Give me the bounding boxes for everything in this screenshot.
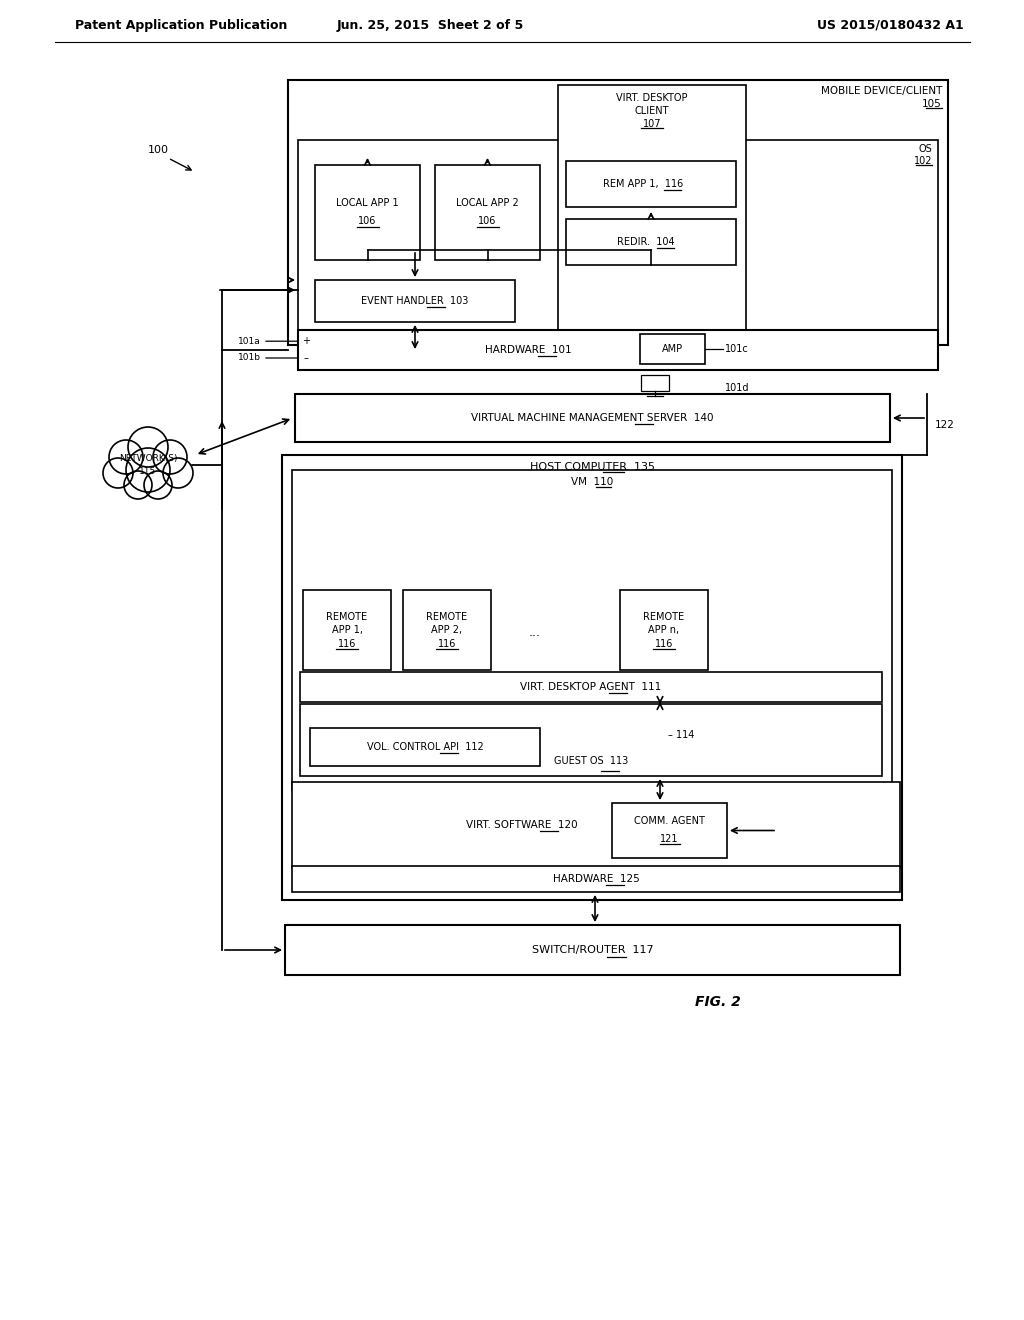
Text: OS: OS xyxy=(919,144,932,154)
Circle shape xyxy=(144,471,172,499)
Text: ...: ... xyxy=(529,626,541,639)
Bar xyxy=(288,81,948,345)
Bar xyxy=(300,704,882,776)
Text: HARDWARE  125: HARDWARE 125 xyxy=(553,874,639,884)
Bar xyxy=(292,781,900,869)
Text: 105: 105 xyxy=(923,99,942,110)
Bar xyxy=(435,165,540,260)
Bar xyxy=(310,729,540,766)
Bar xyxy=(620,590,708,671)
Text: 101c: 101c xyxy=(725,345,749,354)
Text: HARDWARE  101: HARDWARE 101 xyxy=(484,345,571,355)
Bar xyxy=(298,330,938,370)
Text: APP 2,: APP 2, xyxy=(431,624,463,635)
Circle shape xyxy=(126,447,170,492)
Bar xyxy=(292,866,900,892)
Text: – 114: – 114 xyxy=(668,730,694,741)
Text: 100: 100 xyxy=(148,145,169,154)
Circle shape xyxy=(109,440,143,474)
Text: VIRT. SOFTWARE  120: VIRT. SOFTWARE 120 xyxy=(466,820,578,830)
Text: VM  110: VM 110 xyxy=(570,477,613,487)
Text: APP 1,: APP 1, xyxy=(332,624,362,635)
Text: REDIR.  104: REDIR. 104 xyxy=(617,238,675,247)
Text: 102: 102 xyxy=(913,156,932,166)
Text: 101a: 101a xyxy=(239,337,261,346)
Text: +: + xyxy=(302,337,310,346)
Bar xyxy=(315,280,515,322)
Text: 106: 106 xyxy=(478,216,497,227)
Text: EVENT HANDLER  103: EVENT HANDLER 103 xyxy=(361,296,469,306)
Text: 116: 116 xyxy=(654,639,673,649)
Text: SWITCH/ROUTER  117: SWITCH/ROUTER 117 xyxy=(531,945,653,954)
Text: 115: 115 xyxy=(139,467,157,477)
Bar xyxy=(295,393,890,442)
Text: 116: 116 xyxy=(338,639,356,649)
Text: VOL. CONTROL API  112: VOL. CONTROL API 112 xyxy=(367,742,483,752)
Text: VIRT. DESKTOP: VIRT. DESKTOP xyxy=(616,92,688,103)
Text: Patent Application Publication: Patent Application Publication xyxy=(75,18,288,32)
Text: 122: 122 xyxy=(935,420,954,429)
Bar xyxy=(566,161,736,207)
Bar xyxy=(315,165,420,260)
Text: LOCAL APP 2: LOCAL APP 2 xyxy=(456,198,519,209)
Text: MOBILE DEVICE/CLIENT: MOBILE DEVICE/CLIENT xyxy=(820,86,942,96)
Text: REMOTE: REMOTE xyxy=(643,612,685,622)
Text: Jun. 25, 2015  Sheet 2 of 5: Jun. 25, 2015 Sheet 2 of 5 xyxy=(336,18,523,32)
Bar xyxy=(612,803,727,858)
Bar xyxy=(640,334,705,364)
Circle shape xyxy=(103,458,133,488)
Circle shape xyxy=(153,440,187,474)
Bar xyxy=(403,590,490,671)
Text: 116: 116 xyxy=(438,639,456,649)
Circle shape xyxy=(124,471,152,499)
Bar xyxy=(292,470,892,789)
Text: 101b: 101b xyxy=(238,354,261,363)
Text: FIG. 2: FIG. 2 xyxy=(695,995,740,1008)
Circle shape xyxy=(163,458,193,488)
Circle shape xyxy=(128,426,168,467)
Text: CLIENT: CLIENT xyxy=(635,106,670,116)
Bar xyxy=(566,219,736,265)
Bar xyxy=(303,590,391,671)
Text: AMP: AMP xyxy=(662,345,683,354)
Bar xyxy=(641,375,669,391)
Text: 101d: 101d xyxy=(725,383,750,393)
Bar xyxy=(558,84,746,330)
Text: 121: 121 xyxy=(660,833,679,843)
Text: VIRTUAL MACHINE MANAGEMENT SERVER  140: VIRTUAL MACHINE MANAGEMENT SERVER 140 xyxy=(471,413,714,422)
Text: VIRT. DESKTOP AGENT  111: VIRT. DESKTOP AGENT 111 xyxy=(520,682,662,692)
Text: GUEST OS  113: GUEST OS 113 xyxy=(554,756,628,766)
Text: NETWORK(S): NETWORK(S) xyxy=(119,454,177,463)
Text: LOCAL APP 1: LOCAL APP 1 xyxy=(336,198,398,209)
Bar xyxy=(282,455,902,900)
Text: –: – xyxy=(303,352,308,363)
Text: APP n,: APP n, xyxy=(648,624,680,635)
Text: REMOTE: REMOTE xyxy=(426,612,468,622)
Bar xyxy=(298,140,938,335)
Text: COMM. AGENT: COMM. AGENT xyxy=(634,817,705,826)
Bar xyxy=(300,672,882,702)
Text: 106: 106 xyxy=(358,216,377,227)
Bar xyxy=(285,925,900,975)
Text: REM APP 1,  116: REM APP 1, 116 xyxy=(603,180,683,189)
Text: 107: 107 xyxy=(643,119,662,129)
Text: US 2015/0180432 A1: US 2015/0180432 A1 xyxy=(816,18,964,32)
Text: HOST COMPUTER  135: HOST COMPUTER 135 xyxy=(529,462,654,473)
Text: REMOTE: REMOTE xyxy=(327,612,368,622)
